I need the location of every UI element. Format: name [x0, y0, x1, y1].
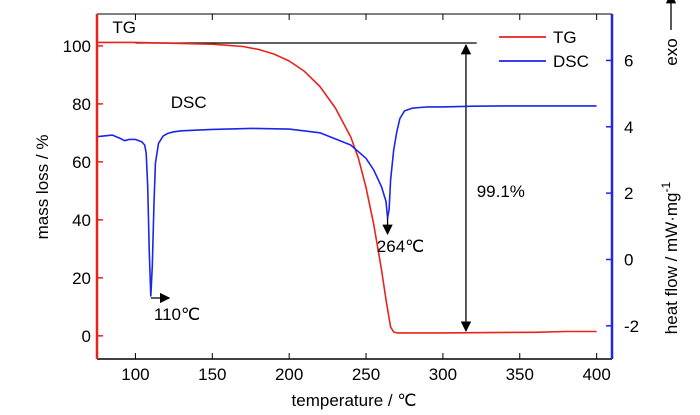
y-left-axis-label: mass loss / % [33, 135, 52, 240]
tg-curve-label: TG [112, 18, 136, 37]
y-left-tick-label: 80 [72, 95, 91, 114]
x-tick-label: 400 [582, 365, 610, 384]
x-tick-label: 100 [121, 365, 149, 384]
y-right-axis-label: heat flow / mW·mg [662, 192, 681, 334]
mass-loss-percent-label: 99.1% [477, 182, 525, 201]
x-tick-label: 200 [275, 365, 303, 384]
y-left-tick-label: 20 [72, 269, 91, 288]
svg-text:heat flow / mW·mg-1: heat flow / mW·mg-1 [659, 181, 681, 334]
dsc-curve-label: DSC [171, 93, 207, 112]
legend-label-dsc: DSC [553, 52, 589, 71]
series-line-dsc [96, 105, 597, 297]
exo-label: exo [662, 38, 681, 65]
peak1-label: 110℃ [154, 305, 200, 324]
x-tick-label: 150 [198, 365, 226, 384]
y-left-tick-label: 40 [72, 211, 91, 230]
peak2-label: 264℃ [377, 237, 424, 256]
series-line-tg [97, 41, 597, 334]
y-left-tick-label: 100 [63, 37, 91, 56]
y-right-tick-label: -2 [624, 317, 639, 336]
y-right-tick-label: 0 [624, 250, 633, 269]
y-right-tick-label: 2 [624, 184, 633, 203]
x-axis-label: temperature / ℃ [292, 391, 417, 410]
y-right-axis-label-group: heat flow / mW·mg-1 exo [659, 0, 681, 334]
y-left-tick-label: 60 [72, 153, 91, 172]
y-right-tick-label: 6 [624, 51, 633, 70]
x-tick-label: 350 [506, 365, 534, 384]
y-right-axis-exponent: -1 [659, 181, 673, 192]
x-tick-label: 250 [352, 365, 380, 384]
x-tick-label: 300 [429, 365, 457, 384]
legend-label-tg: TG [553, 28, 577, 47]
y-left-tick-label: 0 [82, 327, 91, 346]
y-right-tick-label: 4 [624, 118, 633, 137]
